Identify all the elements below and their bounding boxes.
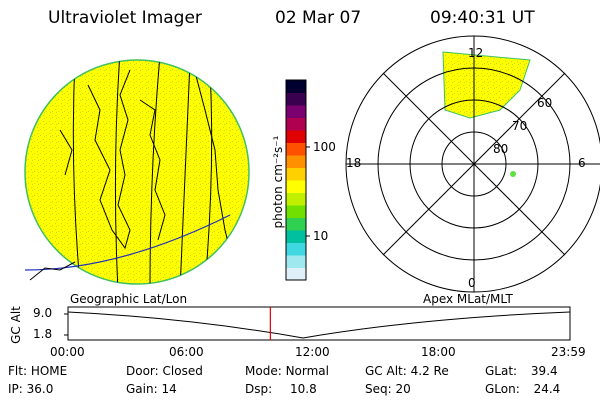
meridian-line [114,60,121,284]
altplot-ytick-9: 9.0 [33,306,53,320]
polar-label-6: 6 [578,156,586,170]
terminator-line [24,214,231,271]
meridian-line [179,61,191,284]
meridian-line [204,69,213,284]
colorbar-segment [286,255,306,268]
meridian-line [149,60,161,284]
colorbar-segment [286,267,306,281]
status-mode: Mode: Normal [245,364,329,378]
altitude-curve [67,311,571,339]
status-ip: IP: 36.0 [8,382,54,396]
coastline [139,99,166,241]
colorbar-segment [286,167,306,181]
status-gain: Gain: 14 [126,382,177,396]
altplot-xtick: 23:59 [551,345,586,359]
status-dsp: Dsp: 10.8 [245,382,317,396]
status-gcalt: GC Alt: 4.2 Re [365,364,449,378]
polar-ring-80: 80 [493,142,509,156]
colorbar-segment [286,180,306,193]
colorbar-segment [286,142,306,156]
polar-label-18: 18 [346,156,362,170]
polar-plot [345,35,600,293]
altplot-xtick: 12:00 [295,345,330,359]
altplot-ytick-1: 1.8 [33,327,53,341]
colorbar-tick-10: 10 [313,229,329,243]
colorbar-segment [286,230,306,243]
time-label: 09:40:31 UT [430,8,535,28]
status-glat: GLat: 39.4 [485,364,558,378]
coastline [29,261,76,281]
polar-aurora-region [442,51,531,119]
colorbar-segment [286,205,306,218]
altplot-xtick: 18:00 [421,345,456,359]
meridian-line [72,60,81,284]
colorbar-segment [286,242,306,256]
polar-ring-60: 60 [537,96,553,110]
altplot-xtick: 06:00 [169,345,204,359]
status-seq: Seq: 20 [365,382,411,396]
altplot-ylabel: GC Alt [9,306,23,344]
altplot-left-title: Geographic Lat/Lon [70,292,188,306]
colorbar-segment [286,217,306,231]
colorbar-segment [286,92,306,106]
colorbar-segment [286,155,306,168]
polar-label-0: 0 [468,276,476,290]
polar-label-12: 12 [468,46,484,60]
instrument-title: Ultraviolet Imager [48,8,202,28]
colorbar-segment [286,80,306,93]
colorbar-segment [286,130,306,143]
altplot-xtick: 00:00 [50,345,85,359]
status-glon: GLon: 24.4 [485,382,561,396]
colorbar-segment [286,117,306,131]
coastline [59,129,73,176]
status-door: Door: Closed [126,364,203,378]
colorbar-label: photon cm⁻²s⁻¹ [271,135,285,229]
colorbar-tick-100: 100 [313,140,336,154]
colorbar-segment [286,105,306,118]
coastline [87,69,131,250]
colorbar [285,79,307,281]
coastline [194,71,231,251]
polar-ring-70: 70 [512,119,528,133]
polar-blip [510,171,516,177]
date-label: 02 Mar 07 [275,8,362,28]
status-flt: Flt: HOME [8,364,68,378]
altplot-right-title: Apex MLat/MLT [423,292,513,306]
colorbar-segment [286,192,306,206]
earth-image [24,59,250,285]
altitude-plot [64,306,571,341]
